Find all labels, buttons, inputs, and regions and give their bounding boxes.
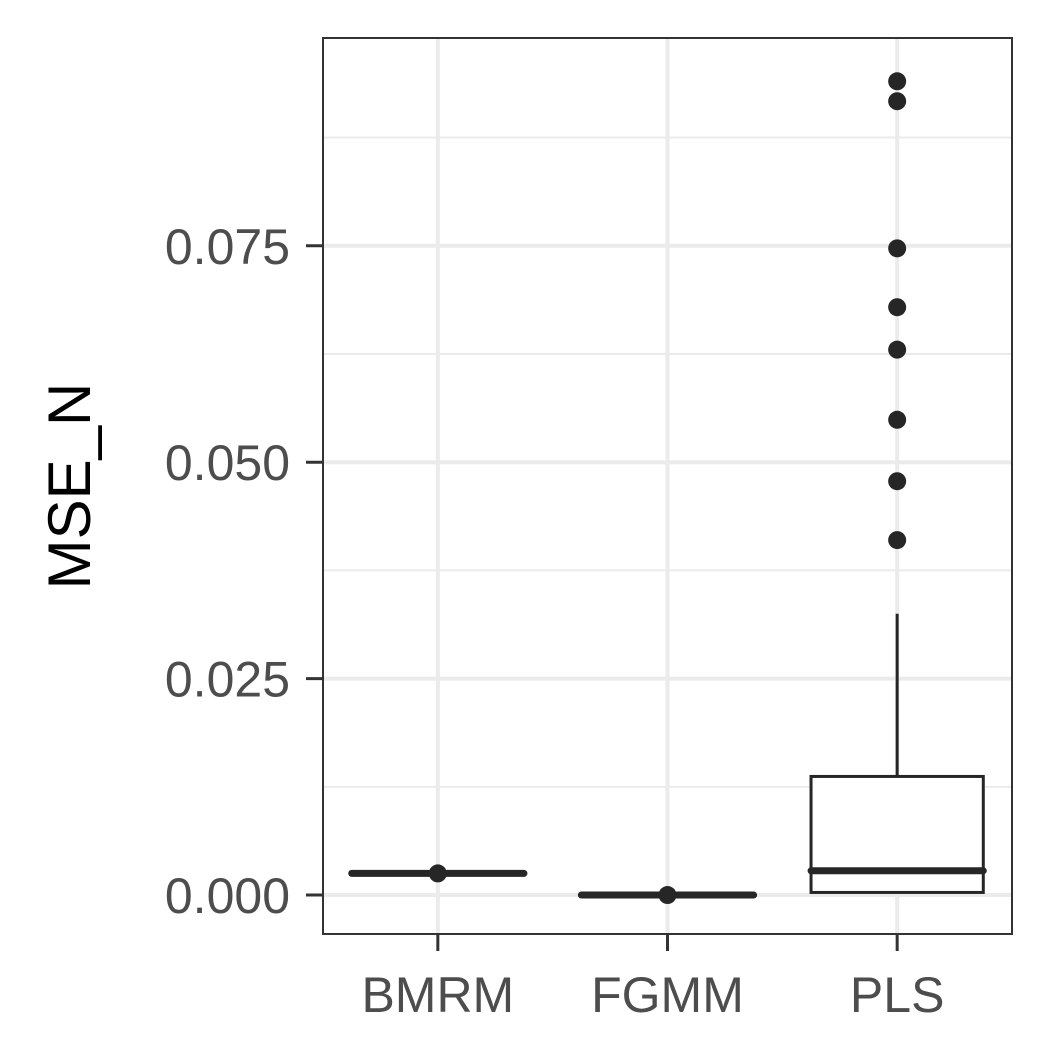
outlier-point [888,472,907,491]
outlier-point [888,531,907,550]
x-tick-label: FGMM [591,967,744,1023]
box-iqr [809,774,985,894]
y-axis-title: MSE_N [36,383,103,590]
y-tick-label: 0.075 [165,219,290,275]
outlier-point [888,298,907,317]
y-tick-label: 0.000 [165,868,290,924]
outlier-point [428,864,447,883]
x-tick-label: PLS [850,967,945,1023]
box-fgmm [577,886,758,905]
outlier-point [888,410,907,429]
outlier-point [888,239,907,258]
boxes [348,72,987,905]
box-bmrm [348,864,528,883]
outlier-point [658,886,677,905]
outlier-point [888,72,907,91]
box-pls [807,72,987,894]
y-tick-label: 0.025 [165,652,290,708]
x-tick-label: BMRM [361,967,514,1023]
axes: 0.000 0.025 0.050 0.075 BMRM FGMM PLS [165,219,945,1023]
outlier-point [888,340,907,359]
outlier-point [888,92,907,111]
y-tick-label: 0.050 [165,435,290,491]
